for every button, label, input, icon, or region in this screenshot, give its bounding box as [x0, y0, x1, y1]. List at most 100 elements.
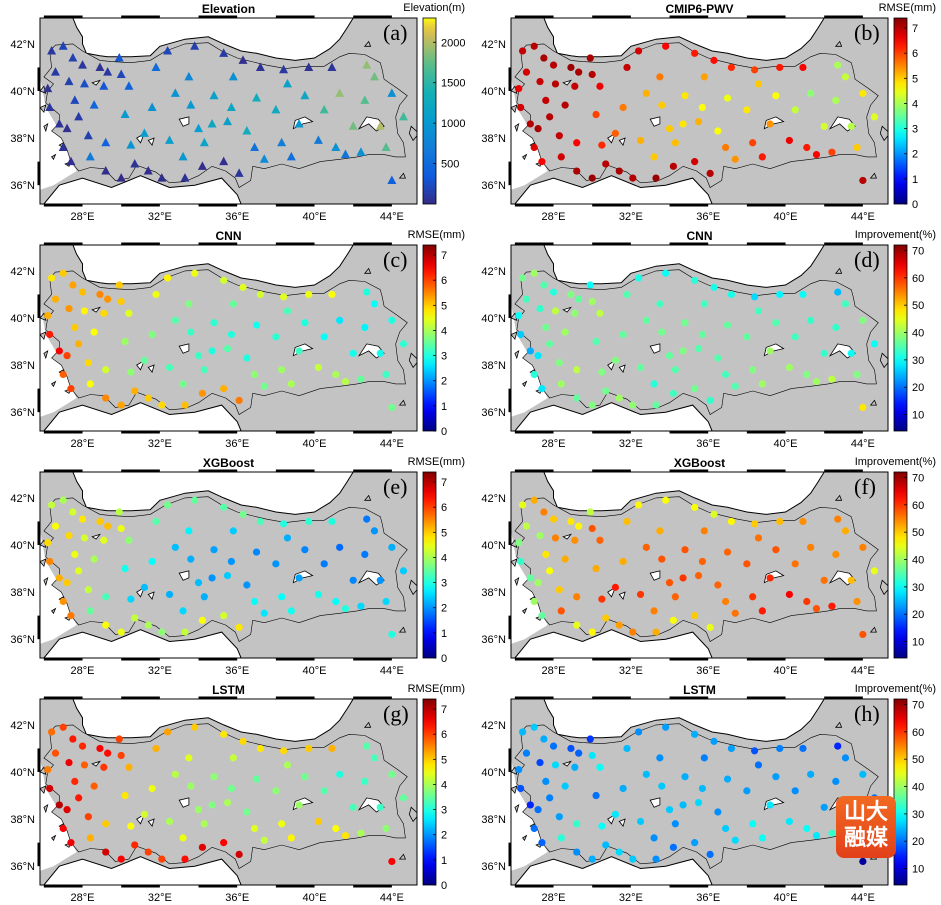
station-marker: [131, 387, 139, 395]
station-marker: [573, 621, 581, 629]
lon-tick-label: 28°E: [71, 438, 95, 450]
island: [43, 804, 49, 814]
colorbar-tick-label: 70: [912, 699, 924, 711]
lake: [562, 760, 573, 767]
frame-segment: [514, 469, 554, 473]
island: [522, 607, 528, 615]
station-marker: [555, 132, 563, 140]
frame-segment: [353, 430, 392, 434]
station-marker: [714, 354, 722, 362]
station-marker: [59, 597, 67, 606]
station-marker: [714, 127, 722, 135]
station-marker: [615, 848, 623, 856]
station-marker: [140, 583, 148, 591]
station-marker: [727, 290, 735, 299]
station-marker: [117, 297, 125, 306]
station-marker: [127, 368, 135, 376]
station-marker: [186, 100, 196, 109]
station-marker: [59, 269, 67, 277]
station-marker: [375, 121, 385, 130]
station-marker: [743, 787, 751, 795]
station-marker: [305, 744, 313, 753]
map-panel-h: 42°N 40°N 38°N 36°N 28°E 32°E 36°E 40°E 44°E 10 20…: [476, 683, 936, 904]
station-marker: [706, 396, 714, 404]
station-marker: [58, 41, 68, 50]
station-marker: [147, 102, 157, 111]
colorbar-tick-label: 5: [441, 300, 447, 312]
island: [51, 834, 57, 842]
frame-segment: [746, 696, 786, 700]
station-marker: [542, 777, 550, 786]
frame-segment: [353, 884, 392, 888]
lake: [178, 570, 190, 581]
island: [511, 104, 518, 114]
station-marker: [219, 156, 229, 166]
station-marker: [370, 300, 379, 308]
station-marker: [635, 47, 643, 55]
colorbar-tick-label: 60: [912, 273, 924, 285]
station-marker: [691, 276, 699, 284]
station-marker: [313, 135, 323, 144]
station-marker: [776, 744, 784, 753]
station-marker: [117, 524, 125, 533]
station-marker: [596, 309, 604, 317]
station-marker: [573, 139, 581, 147]
station-marker: [743, 560, 751, 568]
frame-segment: [121, 203, 160, 207]
lon-tick-label: 44°E: [380, 892, 404, 904]
station-marker: [758, 153, 766, 161]
lon-tick-label: 32°E: [619, 892, 643, 904]
panel-title: CNN: [215, 229, 242, 243]
frame-segment: [669, 242, 709, 246]
station-marker: [84, 813, 92, 821]
frame-segment: [824, 203, 863, 207]
station-marker: [799, 517, 807, 526]
station-marker: [164, 501, 172, 509]
station-marker: [859, 857, 867, 866]
station-marker: [515, 312, 523, 320]
lon-tick-label: 40°E: [774, 211, 798, 223]
station-marker: [530, 723, 538, 731]
station-marker: [102, 394, 110, 402]
station-marker: [534, 125, 542, 133]
station-marker: [64, 76, 74, 86]
station-marker: [652, 174, 660, 182]
lake: [147, 364, 155, 373]
frame-segment: [514, 15, 554, 19]
lat-tick-label: 42°N: [10, 39, 35, 51]
frame-segment: [121, 15, 160, 19]
station-marker: [235, 396, 243, 404]
station-marker: [121, 791, 129, 800]
lon-tick-label: 40°E: [774, 665, 798, 677]
station-marker: [115, 735, 123, 743]
station-marker: [832, 96, 840, 105]
frame-segment: [508, 748, 512, 772]
station-marker: [357, 829, 365, 837]
station-marker: [691, 612, 699, 620]
frame-segment: [592, 203, 631, 207]
frame-segment: [37, 842, 41, 867]
station-marker: [130, 158, 140, 168]
station-marker: [235, 850, 243, 858]
mediterranean-sea: [43, 629, 242, 658]
station-marker: [706, 623, 714, 631]
station-marker: [341, 604, 350, 613]
frame-segment: [275, 657, 315, 661]
station-marker: [348, 121, 358, 130]
frame-segment: [43, 469, 83, 473]
frame-segment: [508, 521, 512, 545]
station-marker: [283, 307, 292, 315]
station-marker: [588, 628, 596, 636]
station-marker: [652, 628, 660, 636]
station-marker: [832, 550, 840, 559]
colorbar: [422, 244, 437, 432]
colorbar-tick-label: 70: [912, 472, 924, 484]
station-marker: [772, 546, 780, 554]
country-outline: [514, 496, 879, 642]
station-marker: [165, 817, 174, 826]
panel-title: XGBoost: [202, 456, 255, 470]
station-marker: [59, 370, 67, 379]
station-marker: [754, 534, 763, 542]
frame-segment: [669, 696, 709, 700]
station-marker: [116, 173, 126, 182]
